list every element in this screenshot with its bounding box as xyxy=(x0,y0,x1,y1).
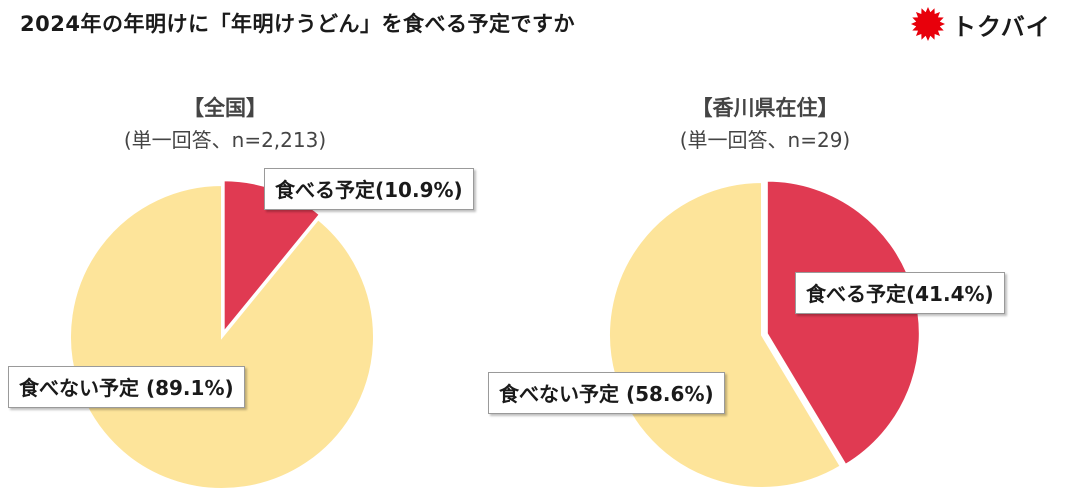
pie-slice-not-eat xyxy=(69,183,375,490)
page-title: 2024年の年明けに「年明けうどん」を食べる予定ですか xyxy=(20,12,575,36)
chart-subtitle: (単一回答、n=29) xyxy=(679,128,851,152)
chart-title: 【香川県在住】 xyxy=(691,96,839,120)
chart-title: 【全国】 xyxy=(183,96,267,120)
slice-label-not-eat-kagawa: 食べない予定 (58.6%) xyxy=(488,372,725,414)
brand-logo[interactable]: トクバイ xyxy=(910,4,1051,44)
chart-header-national: 【全国】 (単一回答、n=2,213) xyxy=(40,92,410,153)
slice-label-not-eat-national: 食べない予定 (89.1%) xyxy=(8,366,245,408)
sun-burst-icon xyxy=(911,7,945,41)
chart-header-kagawa: 【香川県在住】 (単一回答、n=29) xyxy=(580,92,950,153)
slice-label-eat-national: 食べる予定(10.9%) xyxy=(264,168,474,210)
chart-subtitle: (単一回答、n=2,213) xyxy=(123,128,327,152)
slice-label-eat-kagawa: 食べる予定(41.4%) xyxy=(795,272,1005,314)
logo-text: トクバイ xyxy=(952,12,1051,41)
